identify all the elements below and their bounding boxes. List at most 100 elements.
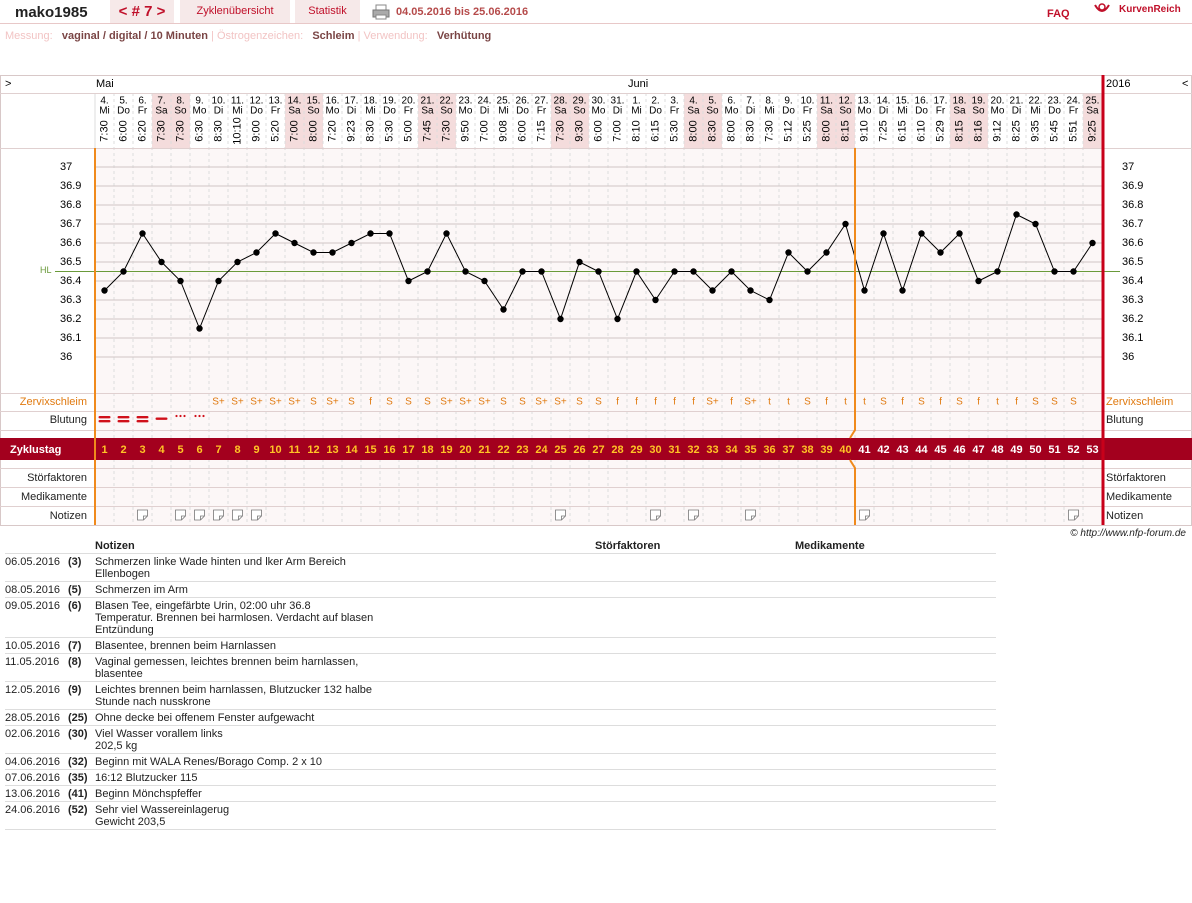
temperature-point (614, 315, 621, 323)
row-label: Medikamente (21, 491, 87, 503)
weekend-bg (304, 93, 323, 148)
day-label: 7. (746, 96, 754, 107)
time-label: 8:25 (1010, 120, 1022, 141)
temperature-point (671, 268, 678, 275)
notes-cell: (52) (68, 804, 88, 816)
y-tick-label: 36 (1122, 351, 1134, 363)
day-label: 3. (670, 96, 678, 107)
cervix-label: S (576, 397, 583, 408)
copyright: © http://www.nfp-forum.de (1070, 528, 1186, 539)
cycle-day: 1 (101, 444, 107, 456)
weekday-label: Sa (1086, 106, 1099, 117)
column-header: Notizen (95, 540, 135, 552)
weekday-label: Do (383, 106, 396, 117)
notes-cell (595, 728, 795, 752)
time-label: 6:30 (193, 120, 205, 141)
value: Schleim (312, 30, 355, 42)
notes-cell: Ohne decke bei offenem Fenster aufgewach… (95, 712, 315, 724)
cervix-label: S (348, 397, 355, 408)
print-icon[interactable] (372, 4, 390, 20)
label: Östrogenzeichen: (216, 30, 304, 42)
weekend-bg (551, 93, 570, 148)
y-tick-label: 36.9 (1122, 180, 1143, 192)
cycle-day: 39 (820, 444, 832, 456)
weekday-label: Di (214, 106, 223, 117)
cervix-label: S (1051, 397, 1058, 408)
cervix-label: S+ (212, 397, 225, 408)
temperature-point (633, 268, 640, 275)
cycle-day: 4 (158, 444, 165, 456)
y-tick-label: 36.5 (60, 256, 81, 268)
time-label: 8:00 (687, 120, 699, 141)
cycle-day: 27 (592, 444, 604, 456)
notes-cell: 11.05.2016 (5, 656, 60, 668)
cervix-label: t (844, 397, 847, 408)
day-label: 6. (727, 96, 735, 107)
notes-cell: (5) (68, 584, 82, 596)
user[interactable]: mako1985 (15, 4, 88, 21)
time-label: 7:30 (554, 120, 566, 141)
time-label: 9:25 (1086, 120, 1098, 141)
y-tick-label: 37 (60, 161, 72, 173)
bleeding-mark (183, 414, 186, 418)
notes-cell: (25) (68, 712, 88, 724)
temperature-point (253, 249, 260, 256)
temperature-point (101, 287, 108, 294)
cycle-nav[interactable]: < # 7 > (110, 0, 174, 23)
row-label: Blutung (1106, 414, 1143, 426)
cycle-day: 14 (345, 444, 358, 456)
day-label: 9. (195, 96, 203, 107)
weekday-label: Mo (193, 106, 207, 117)
faq[interactable]: FAQ (1047, 8, 1070, 20)
time-label: 9:00 (250, 120, 262, 141)
day-label: 18. (953, 96, 967, 107)
weekday-label: So (573, 106, 586, 117)
cervix-label: S (880, 397, 887, 408)
time-label: 5:12 (782, 120, 794, 141)
day-label: 28. (554, 96, 568, 107)
weekend-bg (817, 93, 836, 148)
notes-cell (595, 756, 795, 768)
temperature-point (880, 230, 887, 237)
cervix-label: f (692, 397, 695, 408)
day-label: 20. (402, 96, 416, 107)
tab[interactable]: Zyklenübersicht (180, 0, 290, 23)
day-label: 27. (535, 96, 549, 107)
weekend-bg (418, 93, 437, 148)
day-label: 5. (119, 96, 127, 107)
notes-cell: Beginn mit WALA Renes/Borago Comp. 2 x 1… (95, 756, 323, 768)
cervix-label: S (310, 397, 317, 408)
row-label: Zervixschleim (1106, 396, 1173, 408)
temperature-point (823, 249, 830, 256)
notes-cell: Schmerzen linke Wade hinten und lker Arm… (95, 556, 346, 580)
note-icon (213, 509, 224, 521)
weekday-label: Mi (764, 106, 775, 117)
day-label: 30. (592, 96, 606, 107)
time-label: 6:10 (915, 120, 927, 141)
day-label: 5. (708, 96, 716, 107)
cervix-label: f (654, 397, 657, 408)
note-icon-fold (694, 515, 699, 520)
y-tick-label: 36.2 (60, 313, 81, 325)
cervix-label: S (1032, 397, 1039, 408)
day-label: 23. (459, 96, 473, 107)
weekday-label: Sa (820, 106, 833, 117)
cervix-label: S (918, 397, 925, 408)
cycle-day: 36 (763, 444, 775, 456)
cycle-day: 29 (630, 444, 642, 456)
day-label: 4. (100, 96, 108, 107)
notes-cell (595, 556, 795, 580)
cycle-day: 53 (1086, 444, 1098, 456)
cycle-day: 43 (896, 444, 908, 456)
logo[interactable]: KurvenReich (1119, 4, 1181, 15)
note-icon (650, 509, 661, 521)
temperature-point (785, 249, 792, 256)
day-label: 15. (896, 96, 910, 107)
temperature-point (1013, 211, 1020, 218)
tab[interactable]: Statistik (295, 0, 360, 23)
temperature-point (994, 268, 1001, 275)
weekday-label: Do (649, 106, 662, 117)
notes-row: 04.06.2016 (32) Beginn mit WALA Renes/Bora… (5, 754, 996, 770)
temperature-point (861, 287, 868, 294)
time-label: 7:25 (877, 120, 889, 141)
